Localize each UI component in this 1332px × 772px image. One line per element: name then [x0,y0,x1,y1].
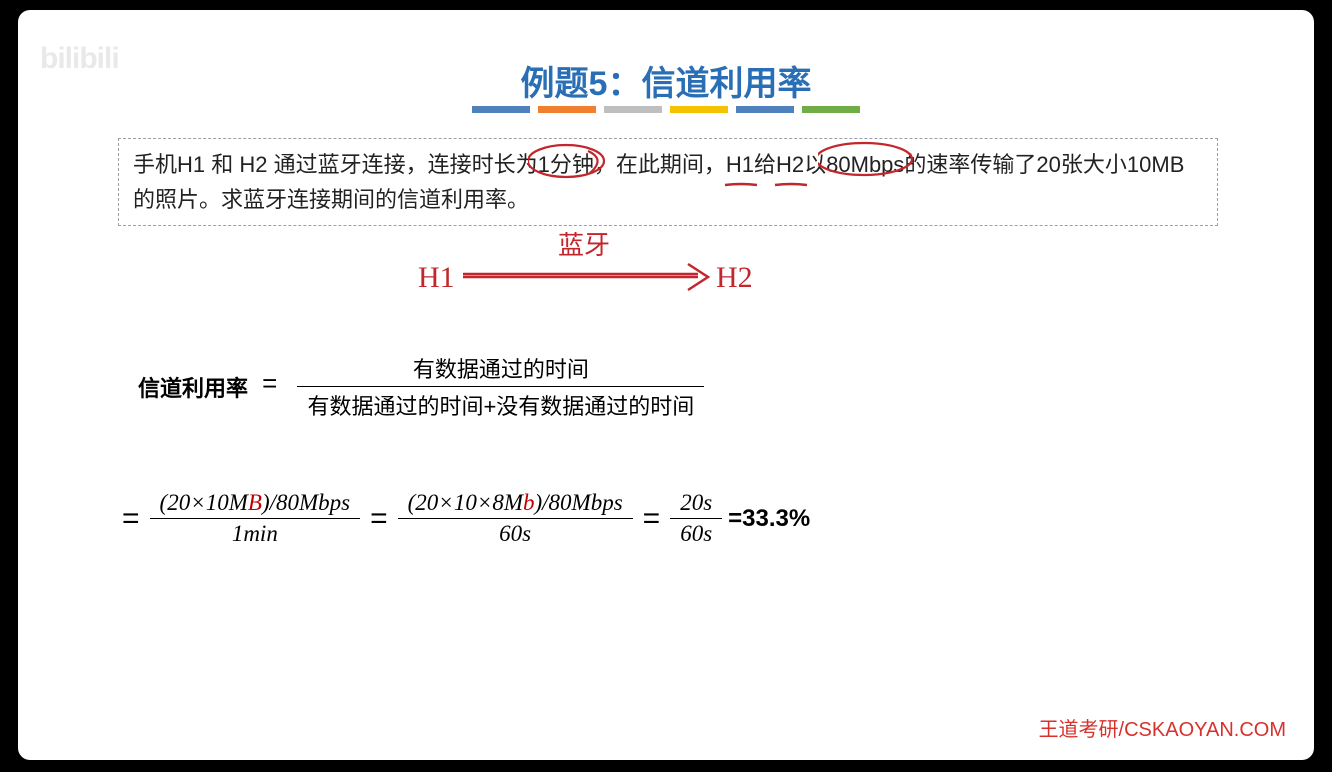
handwritten-diagram: H1 蓝牙 H2 [408,232,788,312]
fraction-denominator: 60s [670,519,722,549]
problem-underlined-h2: H2 [776,152,804,177]
slide-title: 例题5：信道利用率 [18,56,1314,105]
formula-definition: 信道利用率 = 有数据通过的时间 有数据通过的时间+没有数据通过的时间 [138,350,710,423]
fraction-denominator: 1min [150,519,361,549]
fraction-step2: (20×10×8Mb)/80Mbps 60s [398,488,633,549]
title-underline-colorbar [472,106,860,113]
diagram-node-h1: H1 [418,261,455,294]
equals-sign: = [370,502,388,536]
fraction: 有数据通过的时间 有数据通过的时间+没有数据通过的时间 [297,350,704,423]
problem-text: 手机H1 和 H2 通过蓝牙连接，连接时长为 [133,152,538,177]
equals-sign: = [643,502,661,536]
diagram-edge-label: 蓝牙 [558,232,610,260]
fraction-numerator: (20×10MB)/80Mbps [150,488,361,519]
fraction-step1: (20×10MB)/80Mbps 1min [150,488,361,549]
equals-sign: = [122,502,140,536]
formula-result: =33.3% [728,505,810,533]
colorbar-seg [472,106,530,113]
fraction-denominator: 有数据通过的时间+没有数据通过的时间 [297,387,704,423]
fraction-numerator: 有数据通过的时间 [297,350,704,387]
fraction-numerator: 20s [670,488,722,519]
problem-circled-1: 1分钟， [538,152,616,177]
problem-circled-2: 80Mbps [826,152,904,177]
formula-label: 信道利用率 [138,371,248,403]
problem-text: 以 [804,152,826,177]
slide: bilibili 例题5：信道利用率 手机H1 和 H2 通过蓝牙连接，连接时长… [18,10,1314,760]
problem-text: 给 [754,152,776,177]
equals-sign: = [262,368,277,398]
colorbar-seg [538,106,596,113]
handwritten-underline-icon [724,182,758,188]
problem-text: 在此期间， [616,152,726,177]
handwritten-underline-icon [774,182,808,188]
problem-statement: 手机H1 和 H2 通过蓝牙连接，连接时长为 1分钟， 在此期间， H1 给 H… [118,138,1218,226]
colorbar-seg [802,106,860,113]
diagram-node-h2: H2 [716,261,753,294]
problem-underlined-h1: H1 [726,152,754,177]
colorbar-seg [670,106,728,113]
colorbar-seg [736,106,794,113]
fraction-numerator: (20×10×8Mb)/80Mbps [398,488,633,519]
colorbar-seg [604,106,662,113]
fraction-denominator: 60s [398,519,633,549]
fraction-step3: 20s 60s [670,488,722,549]
player-frame: bilibili 例题5：信道利用率 手机H1 和 H2 通过蓝牙连接，连接时长… [0,0,1332,772]
formula-calculation: = (20×10MB)/80Mbps 1min = (20×10×8Mb)/80… [118,488,810,549]
footer-attribution: 王道考研/CSKAOYAN.COM [1039,713,1286,742]
